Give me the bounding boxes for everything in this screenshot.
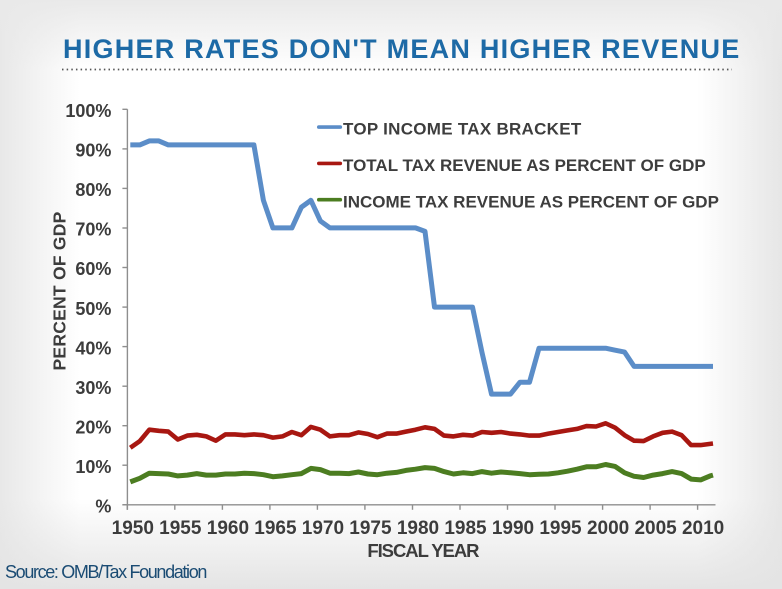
svg-text:1955: 1955 xyxy=(159,518,202,539)
svg-text:%: % xyxy=(95,497,111,517)
svg-text:2000: 2000 xyxy=(587,518,629,539)
svg-text:INCOME TAX REVENUE AS PERCENT: INCOME TAX REVENUE AS PERCENT OF GDP xyxy=(343,193,719,212)
svg-text:1960: 1960 xyxy=(207,518,249,539)
svg-text:1950: 1950 xyxy=(112,518,154,539)
svg-text:PERCENT OF GDP: PERCENT OF GDP xyxy=(50,211,70,370)
svg-text:90%: 90% xyxy=(75,141,111,161)
svg-text:80%: 80% xyxy=(75,180,111,200)
svg-text:TOP INCOME TAX BRACKET: TOP INCOME TAX BRACKET xyxy=(343,119,582,138)
svg-text:TOTAL TAX REVENUE AS PERCENT O: TOTAL TAX REVENUE AS PERCENT OF GDP xyxy=(343,156,706,175)
svg-text:40%: 40% xyxy=(75,338,111,358)
svg-text:1980: 1980 xyxy=(397,518,439,539)
svg-text:1990: 1990 xyxy=(492,518,534,539)
svg-text:50%: 50% xyxy=(75,299,111,319)
svg-text:20%: 20% xyxy=(75,417,111,437)
svg-text:FISCAL YEAR: FISCAL YEAR xyxy=(367,540,479,561)
svg-text:1970: 1970 xyxy=(302,518,344,539)
svg-text:1975: 1975 xyxy=(349,518,392,539)
svg-text:1995: 1995 xyxy=(539,518,582,539)
svg-text:60%: 60% xyxy=(75,259,111,279)
svg-text:100%: 100% xyxy=(65,101,111,121)
svg-text:2010: 2010 xyxy=(682,518,724,539)
svg-text:10%: 10% xyxy=(75,457,111,477)
svg-text:1985: 1985 xyxy=(444,518,487,539)
svg-text:30%: 30% xyxy=(75,378,111,398)
svg-text:70%: 70% xyxy=(75,220,111,240)
svg-text:1965: 1965 xyxy=(254,518,297,539)
svg-text:2005: 2005 xyxy=(634,518,677,539)
